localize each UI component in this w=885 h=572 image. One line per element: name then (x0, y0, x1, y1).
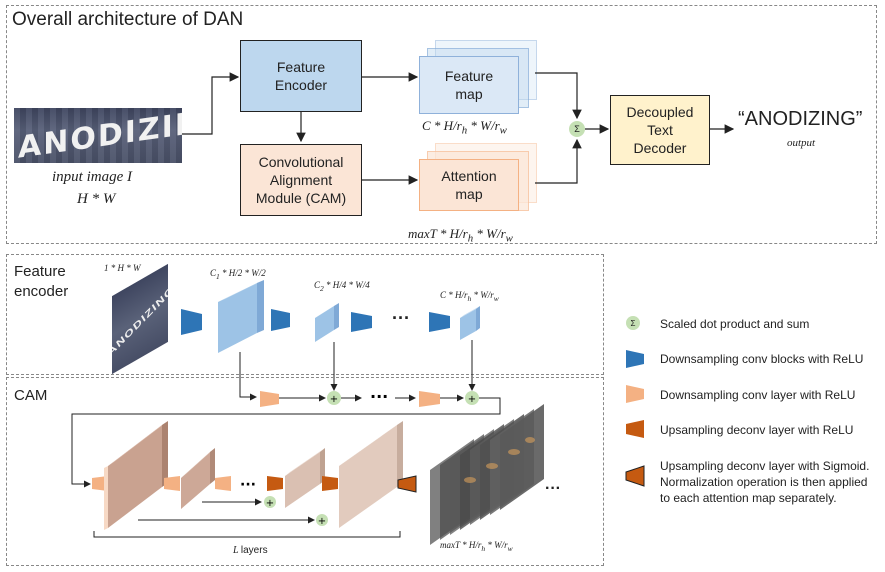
feature-encoder-panel (6, 254, 604, 375)
cam-title: CAM (14, 387, 48, 404)
legend-blue-trapezoid-icon (626, 350, 644, 368)
decoder-label: Decoupled Text Decoder (626, 103, 694, 157)
decoupled-text-decoder-box: Decoupled Text Decoder (610, 95, 710, 165)
sum-node: Σ (569, 121, 585, 137)
cam-box: Convolutional Alignment Module (CAM) (240, 144, 362, 216)
output-text: “ANODIZING” (738, 108, 863, 130)
feature-encoder-label: Feature Encoder (274, 58, 328, 93)
sum-symbol: Σ (574, 124, 580, 134)
legend-item-2-text: Downsampling conv blocks with ReLU (660, 352, 864, 366)
cam-label: Convolutional Alignment Module (CAM) (255, 153, 347, 207)
legend-dark-orange-trapezoid-icon (625, 465, 645, 487)
feature-map-label: Feature map (444, 67, 494, 102)
cam-output-ellipsis: ··· (545, 480, 561, 497)
feature-map-box: Feature map (419, 56, 519, 114)
legend-peach-trapezoid-icon (626, 385, 644, 403)
legend-orange-trapezoid-icon (626, 420, 644, 438)
legend-item-3-text: Downsampling conv layer with ReLU (660, 388, 856, 402)
legend-sum-icon: Σ (626, 316, 640, 330)
feature-encoder-box: Feature Encoder (240, 40, 362, 112)
output-caption: output (787, 137, 816, 149)
cam-output-dims: maxT * H/rh * W/rw (440, 540, 513, 553)
legend-item-5-text: Upsampling deconv layer with Sigmoid. No… (660, 459, 870, 506)
encoder-stage2-dims: C2 * H/4 * W/4 (314, 280, 370, 293)
cam-panel (6, 377, 604, 566)
encoder-stage1-dims: C1 * H/2 * W/2 (210, 268, 266, 281)
input-image: ANODIZING (14, 108, 182, 163)
feature-map-dims: C * H/rh * W/rw (422, 118, 507, 137)
encoder-input-dims: 1 * H * W (104, 263, 141, 273)
input-label: input image I (52, 169, 132, 185)
overall-architecture-title: Overall architecture of DAN (12, 9, 244, 30)
feature-encoder-title: Feature encoder (14, 263, 69, 300)
overall-architecture-panel (6, 5, 877, 244)
encoder-ellipsis: ··· (392, 308, 410, 328)
legend-item-4-text: Upsampling deconv layer with ReLU (660, 423, 854, 437)
input-size-label: H * W (77, 191, 116, 207)
legend-item-1-text: Scaled dot product and sum (660, 317, 810, 331)
encoder-stage3-dims: C * H/rh * W/rw (440, 290, 499, 303)
attention-map-box: Attention map (419, 159, 519, 211)
attention-map-label: Attention map (441, 167, 497, 202)
attention-map-dims: maxT * H/rh * W/rw (408, 226, 513, 245)
cam-layers-label: L layers (233, 545, 268, 556)
